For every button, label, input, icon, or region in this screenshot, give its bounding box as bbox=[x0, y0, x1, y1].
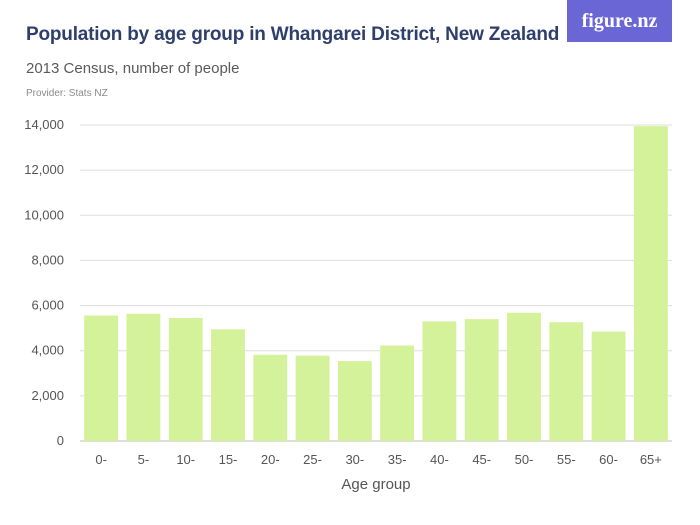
x-tick-label: 40- bbox=[430, 452, 449, 467]
x-tick-label: 55- bbox=[557, 452, 576, 467]
x-axis-label: Age group bbox=[341, 476, 410, 493]
data-provider: Provider: Stats NZ bbox=[26, 88, 108, 99]
bar[interactable] bbox=[168, 317, 203, 441]
x-tick-label: 5- bbox=[138, 452, 150, 467]
y-tick-label: 6,000 bbox=[31, 298, 64, 313]
y-tick-label: 8,000 bbox=[31, 252, 64, 267]
chart-title: Population by age group in Whangarei Dis… bbox=[26, 24, 560, 45]
bar[interactable] bbox=[211, 329, 245, 441]
x-axis-ticks: 0- 5- 10- 15- 20- 25- 30- 35- 40- 45- 50- 55- 60- 65+ bbox=[95, 452, 662, 467]
x-tick-label: 0- bbox=[95, 452, 107, 467]
x-tick-label: 30- bbox=[345, 452, 364, 467]
x-tick-label: 50- bbox=[515, 452, 534, 467]
x-tick-label: 45- bbox=[472, 452, 491, 467]
x-tick-label: 35- bbox=[388, 452, 407, 467]
bar[interactable] bbox=[380, 345, 415, 441]
bar[interactable] bbox=[84, 315, 119, 441]
y-tick-label: 14,000 bbox=[24, 117, 64, 132]
y-tick-label: 2,000 bbox=[31, 388, 64, 403]
y-tick-label: 0 bbox=[57, 433, 64, 448]
y-tick-label: 10,000 bbox=[24, 207, 64, 222]
bars bbox=[84, 126, 668, 441]
bar[interactable] bbox=[464, 319, 499, 441]
y-tick-label: 12,000 bbox=[24, 162, 64, 177]
bar[interactable] bbox=[507, 312, 541, 441]
bar[interactable] bbox=[591, 331, 626, 441]
bar[interactable] bbox=[549, 322, 584, 441]
x-tick-label: 25- bbox=[303, 452, 322, 467]
figure-nz-logo[interactable]: figure.nz bbox=[567, 0, 672, 42]
bar[interactable] bbox=[253, 354, 288, 441]
bar[interactable] bbox=[422, 321, 457, 441]
y-axis-ticks: 0 2,000 4,000 6,000 8,000 10,000 12,000 14,000 bbox=[24, 117, 64, 448]
x-tick-label: 20- bbox=[261, 452, 280, 467]
bar[interactable] bbox=[295, 355, 330, 441]
x-tick-label: 10- bbox=[176, 452, 195, 467]
x-tick-label: 15- bbox=[219, 452, 238, 467]
bar[interactable] bbox=[633, 126, 668, 441]
chart-subtitle: 2013 Census, number of people bbox=[26, 60, 240, 77]
bar[interactable] bbox=[337, 361, 372, 441]
y-tick-label: 4,000 bbox=[31, 343, 64, 358]
x-tick-label: 60- bbox=[599, 452, 618, 467]
bar[interactable] bbox=[126, 313, 161, 441]
x-tick-label: 65+ bbox=[640, 452, 662, 467]
